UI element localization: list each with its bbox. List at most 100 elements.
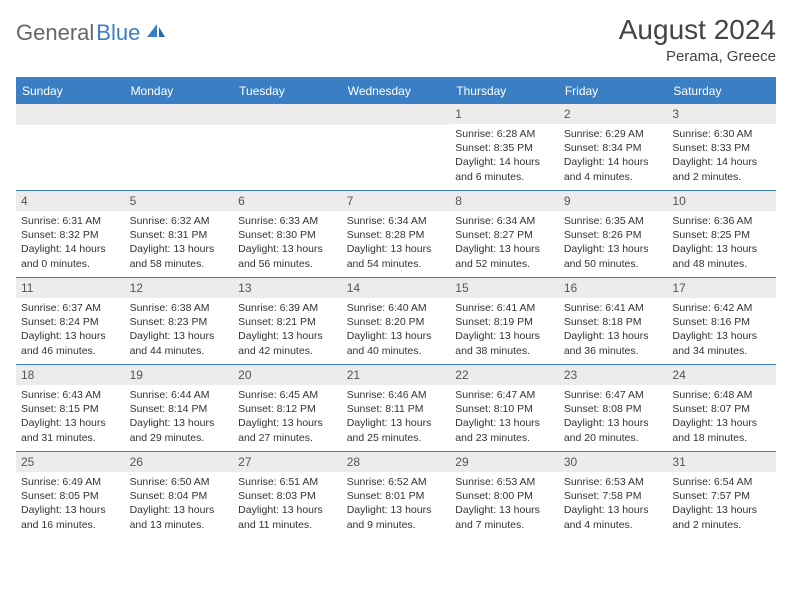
sunset-text: Sunset: 8:05 PM — [21, 489, 120, 503]
sunset-text: Sunset: 8:28 PM — [347, 228, 446, 242]
blank-day-header — [233, 104, 342, 125]
day-number: 17 — [667, 278, 776, 298]
day-body: Sunrise: 6:53 AMSunset: 7:58 PMDaylight:… — [559, 472, 668, 535]
daylight-text: Daylight: 13 hours — [130, 329, 229, 343]
daylight-text: and 58 minutes. — [130, 257, 229, 271]
day-body: Sunrise: 6:43 AMSunset: 8:15 PMDaylight:… — [16, 385, 125, 448]
sunrise-text: Sunrise: 6:47 AM — [455, 388, 554, 402]
day-cell: 28Sunrise: 6:52 AMSunset: 8:01 PMDayligh… — [342, 452, 451, 538]
sunset-text: Sunset: 8:19 PM — [455, 315, 554, 329]
day-body: Sunrise: 6:37 AMSunset: 8:24 PMDaylight:… — [16, 298, 125, 361]
day-body: Sunrise: 6:47 AMSunset: 8:10 PMDaylight:… — [450, 385, 559, 448]
day-body: Sunrise: 6:48 AMSunset: 8:07 PMDaylight:… — [667, 385, 776, 448]
sunrise-text: Sunrise: 6:41 AM — [564, 301, 663, 315]
daylight-text: and 25 minutes. — [347, 431, 446, 445]
day-body: Sunrise: 6:41 AMSunset: 8:18 PMDaylight:… — [559, 298, 668, 361]
daylight-text: Daylight: 13 hours — [672, 503, 771, 517]
day-cell: 17Sunrise: 6:42 AMSunset: 8:16 PMDayligh… — [667, 278, 776, 364]
daylight-text: and 2 minutes. — [672, 518, 771, 532]
sunset-text: Sunset: 8:24 PM — [21, 315, 120, 329]
weeks-container: 1Sunrise: 6:28 AMSunset: 8:35 PMDaylight… — [16, 103, 776, 538]
sunrise-text: Sunrise: 6:54 AM — [672, 475, 771, 489]
day-cell: 8Sunrise: 6:34 AMSunset: 8:27 PMDaylight… — [450, 191, 559, 277]
sunrise-text: Sunrise: 6:35 AM — [564, 214, 663, 228]
sunrise-text: Sunrise: 6:48 AM — [672, 388, 771, 402]
sunset-text: Sunset: 8:30 PM — [238, 228, 337, 242]
daylight-text: Daylight: 13 hours — [455, 242, 554, 256]
daylight-text: and 52 minutes. — [455, 257, 554, 271]
daylight-text: Daylight: 13 hours — [130, 242, 229, 256]
day-cell: 11Sunrise: 6:37 AMSunset: 8:24 PMDayligh… — [16, 278, 125, 364]
daylight-text: and 20 minutes. — [564, 431, 663, 445]
day-body: Sunrise: 6:35 AMSunset: 8:26 PMDaylight:… — [559, 211, 668, 274]
day-cell: 13Sunrise: 6:39 AMSunset: 8:21 PMDayligh… — [233, 278, 342, 364]
day-number: 1 — [450, 104, 559, 124]
daylight-text: and 46 minutes. — [21, 344, 120, 358]
day-cell — [16, 104, 125, 190]
day-cell: 4Sunrise: 6:31 AMSunset: 8:32 PMDaylight… — [16, 191, 125, 277]
daylight-text: Daylight: 13 hours — [347, 329, 446, 343]
day-body: Sunrise: 6:34 AMSunset: 8:27 PMDaylight:… — [450, 211, 559, 274]
day-number: 3 — [667, 104, 776, 124]
day-body: Sunrise: 6:49 AMSunset: 8:05 PMDaylight:… — [16, 472, 125, 535]
day-body: Sunrise: 6:29 AMSunset: 8:34 PMDaylight:… — [559, 124, 668, 187]
weekday-header-row: SundayMondayTuesdayWednesdayThursdayFrid… — [16, 79, 776, 103]
day-cell: 16Sunrise: 6:41 AMSunset: 8:18 PMDayligh… — [559, 278, 668, 364]
day-body: Sunrise: 6:39 AMSunset: 8:21 PMDaylight:… — [233, 298, 342, 361]
day-number: 9 — [559, 191, 668, 211]
daylight-text: Daylight: 13 hours — [564, 242, 663, 256]
day-cell: 31Sunrise: 6:54 AMSunset: 7:57 PMDayligh… — [667, 452, 776, 538]
daylight-text: and 31 minutes. — [21, 431, 120, 445]
day-cell: 24Sunrise: 6:48 AMSunset: 8:07 PMDayligh… — [667, 365, 776, 451]
sunset-text: Sunset: 8:11 PM — [347, 402, 446, 416]
sunrise-text: Sunrise: 6:28 AM — [455, 127, 554, 141]
day-number: 27 — [233, 452, 342, 472]
daylight-text: and 34 minutes. — [672, 344, 771, 358]
day-cell: 2Sunrise: 6:29 AMSunset: 8:34 PMDaylight… — [559, 104, 668, 190]
weekday-cell: Saturday — [667, 79, 776, 103]
sunrise-text: Sunrise: 6:46 AM — [347, 388, 446, 402]
week-row: 4Sunrise: 6:31 AMSunset: 8:32 PMDaylight… — [16, 190, 776, 277]
daylight-text: Daylight: 13 hours — [564, 416, 663, 430]
day-cell: 18Sunrise: 6:43 AMSunset: 8:15 PMDayligh… — [16, 365, 125, 451]
sunset-text: Sunset: 8:25 PM — [672, 228, 771, 242]
daylight-text: Daylight: 13 hours — [130, 416, 229, 430]
sunset-text: Sunset: 8:01 PM — [347, 489, 446, 503]
daylight-text: Daylight: 13 hours — [347, 416, 446, 430]
day-body: Sunrise: 6:50 AMSunset: 8:04 PMDaylight:… — [125, 472, 234, 535]
title-block: August 2024 Perama, Greece — [619, 14, 776, 65]
week-row: 25Sunrise: 6:49 AMSunset: 8:05 PMDayligh… — [16, 451, 776, 538]
day-cell: 3Sunrise: 6:30 AMSunset: 8:33 PMDaylight… — [667, 104, 776, 190]
day-body: Sunrise: 6:44 AMSunset: 8:14 PMDaylight:… — [125, 385, 234, 448]
blank-day-header — [342, 104, 451, 125]
day-body: Sunrise: 6:32 AMSunset: 8:31 PMDaylight:… — [125, 211, 234, 274]
day-body: Sunrise: 6:42 AMSunset: 8:16 PMDaylight:… — [667, 298, 776, 361]
daylight-text: Daylight: 13 hours — [455, 416, 554, 430]
day-cell: 29Sunrise: 6:53 AMSunset: 8:00 PMDayligh… — [450, 452, 559, 538]
sunrise-text: Sunrise: 6:52 AM — [347, 475, 446, 489]
sunset-text: Sunset: 8:10 PM — [455, 402, 554, 416]
day-body: Sunrise: 6:51 AMSunset: 8:03 PMDaylight:… — [233, 472, 342, 535]
sunset-text: Sunset: 8:00 PM — [455, 489, 554, 503]
day-number: 25 — [16, 452, 125, 472]
day-cell: 5Sunrise: 6:32 AMSunset: 8:31 PMDaylight… — [125, 191, 234, 277]
daylight-text: and 36 minutes. — [564, 344, 663, 358]
sunrise-text: Sunrise: 6:53 AM — [564, 475, 663, 489]
sunrise-text: Sunrise: 6:29 AM — [564, 127, 663, 141]
day-number: 14 — [342, 278, 451, 298]
day-number: 7 — [342, 191, 451, 211]
sunrise-text: Sunrise: 6:47 AM — [564, 388, 663, 402]
daylight-text: Daylight: 13 hours — [672, 329, 771, 343]
day-body: Sunrise: 6:47 AMSunset: 8:08 PMDaylight:… — [559, 385, 668, 448]
daylight-text: Daylight: 13 hours — [455, 329, 554, 343]
day-number: 4 — [16, 191, 125, 211]
sunrise-text: Sunrise: 6:43 AM — [21, 388, 120, 402]
daylight-text: Daylight: 14 hours — [455, 155, 554, 169]
sunrise-text: Sunrise: 6:30 AM — [672, 127, 771, 141]
day-cell: 19Sunrise: 6:44 AMSunset: 8:14 PMDayligh… — [125, 365, 234, 451]
day-number: 8 — [450, 191, 559, 211]
sunset-text: Sunset: 8:21 PM — [238, 315, 337, 329]
day-number: 19 — [125, 365, 234, 385]
blank-day-header — [125, 104, 234, 125]
daylight-text: and 40 minutes. — [347, 344, 446, 358]
